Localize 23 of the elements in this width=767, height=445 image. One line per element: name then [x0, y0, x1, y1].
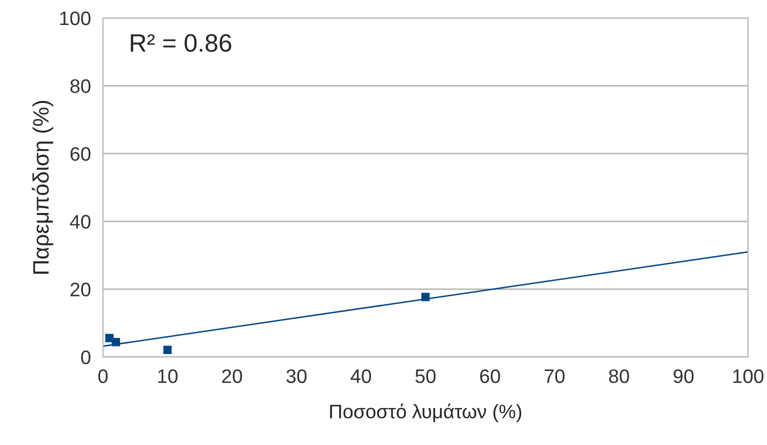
y-tick-label: 80: [70, 79, 90, 94]
y-tick-label: 20: [70, 282, 90, 296]
y-tick-label: 0: [81, 350, 90, 364]
y-tick-label: 40: [70, 214, 90, 229]
x-tick-label: 90: [674, 369, 694, 384]
y-tick-label: 60: [70, 147, 90, 161]
x-tick-label: 10: [158, 369, 178, 384]
x-axis-title: Ποσοστό λυμάτων (%): [330, 404, 522, 422]
x-tick-label: 20: [222, 369, 242, 384]
y-tick-label: 100: [60, 11, 90, 26]
annotation: R² = 0.86: [130, 34, 232, 52]
x-tick-label: 100: [733, 369, 764, 384]
x-tick-label: 30: [286, 369, 307, 384]
x-tick-label: 0: [98, 369, 108, 384]
x-tick-label: 50: [415, 369, 436, 384]
point: [421, 292, 430, 302]
x-tick-label: 60: [480, 369, 500, 384]
point: [112, 338, 120, 346]
x-tick-label: 70: [544, 369, 565, 384]
y-axis-title: Παρεμπόδιση (%): [32, 100, 54, 274]
x-tick-label: 80: [609, 369, 630, 384]
point: [163, 346, 172, 354]
x-tick-label: 40: [350, 369, 372, 384]
